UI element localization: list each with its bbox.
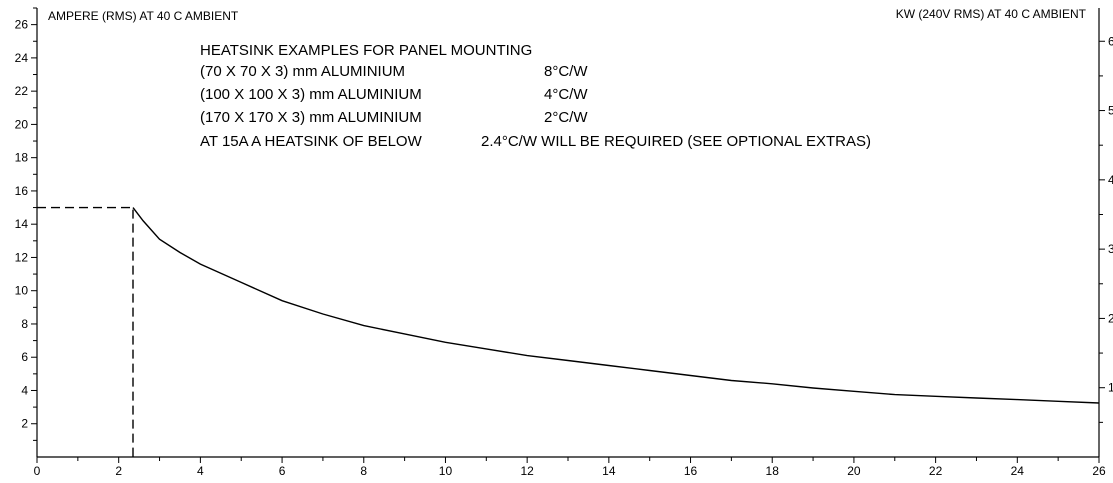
x-tick-label: 4	[197, 464, 204, 478]
y2-tick-label: 3	[1108, 242, 1113, 256]
note-row-1-value: 8°C/W	[544, 63, 588, 80]
note-row-2-label: (100 X 100 X 3) mm ALUMINIUM	[200, 86, 422, 103]
y2-tick-label: 6	[1108, 34, 1113, 48]
x-ticks: 0 2 4 6 8 10 12 14 16 18 20 22 24 26	[34, 457, 1106, 478]
y2-tick-label: 4	[1108, 173, 1113, 187]
y-tick-label: 22	[15, 84, 29, 98]
y-tick-label: 6	[21, 350, 28, 364]
y2-tick-label: 5	[1108, 104, 1113, 118]
x-tick-label: 18	[766, 464, 780, 478]
y-tick-label: 10	[15, 284, 29, 298]
y2-tick-label: 1	[1108, 381, 1113, 395]
note-row-3-value: 2°C/W	[544, 109, 588, 126]
x-tick-label: 12	[520, 464, 534, 478]
note-row-2-value: 4°C/W	[544, 86, 588, 103]
y-tick-label: 16	[15, 184, 29, 198]
x-tick-label: 2	[115, 464, 122, 478]
y-tick-label: 18	[15, 151, 29, 165]
y-tick-label: 24	[15, 51, 29, 65]
left-axis-label: AMPERE (RMS) AT 40 C AMBIENT	[48, 9, 239, 23]
x-tick-label: 16	[684, 464, 698, 478]
y-tick-label: 8	[21, 317, 28, 331]
right-axis-label: KW (240V RMS) AT 40 C AMBIENT	[896, 7, 1087, 21]
y-tick-label: 14	[15, 217, 29, 231]
note-requirement-label: AT 15A A HEATSINK OF BELOW	[200, 133, 423, 150]
derating-curve	[132, 207, 1100, 404]
x-tick-label: 0	[34, 464, 41, 478]
x-tick-label: 8	[360, 464, 367, 478]
y-tick-label: 20	[15, 117, 29, 131]
note-row-3-label: (170 X 170 X 3) mm ALUMINIUM	[200, 109, 422, 126]
note-heading: HEATSINK EXAMPLES FOR PANEL MOUNTING	[200, 42, 532, 59]
x-tick-label: 24	[1011, 464, 1025, 478]
note-row-1-label: (70 X 70 X 3) mm ALUMINIUM	[200, 63, 405, 80]
y2-ticks: 1 2 3 4 5 6	[1099, 34, 1113, 423]
y-tick-label: 4	[21, 383, 28, 397]
series	[37, 206, 1100, 457]
y-tick-label: 2	[21, 417, 28, 431]
note-requirement-value: 2.4°C/W WILL BE REQUIRED (SEE OPTIONAL E…	[481, 133, 871, 150]
y-tick-label: 12	[15, 250, 29, 264]
x-tick-label: 22	[929, 464, 943, 478]
x-tick-label: 6	[279, 464, 286, 478]
x-tick-label: 14	[602, 464, 616, 478]
x-tick-label: 26	[1092, 464, 1106, 478]
heatsink-notes: HEATSINK EXAMPLES FOR PANEL MOUNTING (70…	[200, 42, 871, 150]
y2-tick-label: 2	[1108, 311, 1113, 325]
y-tick-label: 26	[15, 18, 29, 32]
max-current-dashed-line	[37, 206, 134, 457]
x-tick-label: 10	[439, 464, 453, 478]
x-tick-label: 20	[847, 464, 861, 478]
